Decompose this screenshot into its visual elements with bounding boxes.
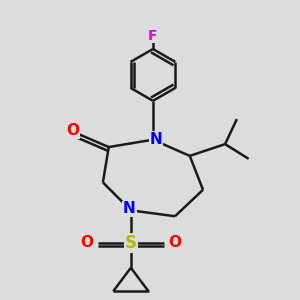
Text: S: S xyxy=(125,234,137,252)
Text: O: O xyxy=(66,123,79,138)
Text: N: N xyxy=(123,201,136,216)
Text: O: O xyxy=(169,235,182,250)
Text: F: F xyxy=(148,29,158,43)
Text: N: N xyxy=(149,132,162,147)
Text: O: O xyxy=(80,235,93,250)
